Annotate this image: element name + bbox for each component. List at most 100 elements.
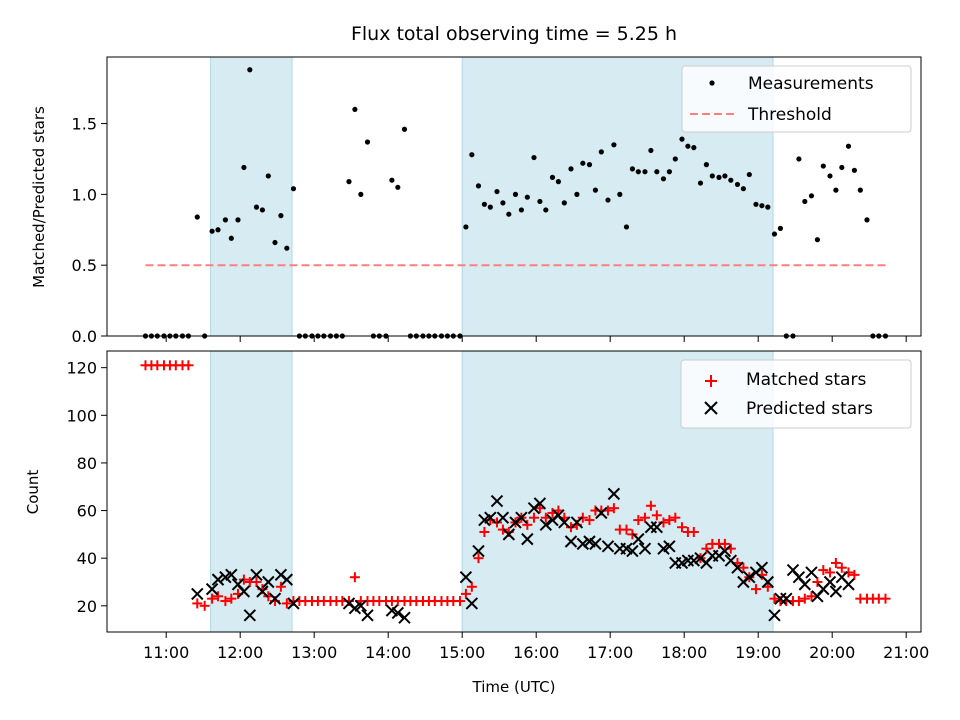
measurement-point — [845, 143, 852, 149]
matched-star-point — [701, 543, 712, 554]
matched-star-point — [275, 581, 286, 592]
matched-star-point — [528, 512, 539, 523]
top-legend-box — [681, 65, 912, 133]
matched-star-point — [880, 593, 891, 604]
top-axes-frame — [106, 56, 922, 337]
matched-star-point — [220, 596, 231, 607]
matched-star-point — [454, 596, 465, 607]
matched-star-point — [664, 515, 675, 526]
matched-star-point — [818, 565, 829, 576]
matched-star-point — [824, 567, 835, 578]
measurement-point — [660, 176, 667, 182]
measurement-point — [827, 173, 833, 179]
bottom-y-axis-label: Count — [24, 470, 42, 515]
predicted-star-point — [465, 597, 479, 610]
predicted-star-point — [731, 561, 744, 574]
shaded-interval — [210, 350, 293, 633]
measurement-point — [518, 207, 525, 213]
predicted-star-point — [191, 587, 204, 601]
matched-star-point — [676, 522, 687, 533]
measurement-point — [617, 191, 623, 197]
measurement-point — [586, 162, 593, 168]
measurement-point — [753, 201, 759, 207]
bottom-data-marks — [140, 360, 891, 624]
predicted-star-point — [823, 575, 837, 589]
legend-predicted-label: Predicted stars — [746, 399, 873, 419]
measurement-point — [265, 173, 271, 179]
predicted-star-point — [626, 544, 639, 558]
matched-star-point — [769, 593, 780, 604]
measurement-point — [857, 187, 863, 193]
x-tick-label: 17:00 — [587, 643, 633, 662]
measurement-point — [228, 235, 234, 241]
measurement-point — [209, 228, 215, 234]
predicted-star-point — [268, 592, 282, 605]
legend-matched-marker — [705, 375, 717, 387]
predicted-star-point — [490, 494, 504, 508]
measurement-point — [691, 145, 697, 151]
measurement-point — [802, 198, 808, 205]
matched-star-point — [608, 503, 619, 514]
predicted-star-point — [601, 540, 615, 553]
predicted-star-point — [484, 511, 497, 524]
matched-star-point — [192, 598, 203, 609]
predicted-star-point — [558, 516, 571, 529]
matched-star-point — [199, 600, 210, 611]
bottom-x-axis-label: Time (UTC) — [472, 678, 556, 696]
y-tick-label: 120 — [66, 359, 97, 378]
matched-star-point — [799, 593, 810, 604]
predicted-star-point — [521, 532, 534, 546]
legend-threshold-label: Threshold — [747, 105, 832, 125]
predicted-star-point — [761, 575, 775, 589]
matched-star-point — [281, 598, 292, 609]
measurement-point — [642, 169, 648, 175]
measurement-point — [598, 149, 604, 155]
top-data-marks — [142, 67, 889, 339]
measurement-point — [740, 186, 747, 192]
measurement-point — [648, 147, 654, 154]
top-chart-title: Flux total observing time = 5.25 h — [351, 23, 677, 45]
predicted-star-point — [780, 592, 793, 605]
measurement-point — [759, 203, 765, 209]
measurement-point — [222, 217, 228, 223]
matched-star-point — [849, 569, 860, 580]
x-tick-label: 15:00 — [439, 643, 485, 662]
predicted-star-point — [250, 568, 263, 582]
measurement-point — [463, 224, 469, 230]
measurement-point — [253, 204, 260, 210]
measurement-point — [259, 207, 265, 213]
measurement-point — [746, 171, 752, 178]
matched-star-point — [836, 562, 847, 573]
measurement-point — [851, 167, 858, 173]
measurement-point — [290, 186, 297, 192]
matched-star-point — [658, 517, 669, 528]
matched-star-point — [688, 526, 699, 537]
matched-star-point — [812, 576, 823, 587]
measurement-point — [512, 191, 519, 197]
matched-star-point — [213, 591, 223, 602]
matched-star-point — [473, 553, 484, 564]
shaded-interval — [210, 56, 293, 337]
legend-matched-label: Matched stars — [746, 370, 866, 390]
measurement-point — [247, 67, 253, 73]
matched-star-point — [843, 567, 854, 578]
predicted-star-point — [589, 537, 602, 551]
predicted-star-point — [361, 609, 374, 622]
matched-star-point — [584, 515, 595, 526]
x-tick-label: 11:00 — [143, 643, 189, 662]
predicted-star-point — [280, 573, 294, 586]
predicted-star-point — [632, 532, 645, 546]
predicted-star-point — [768, 609, 781, 622]
x-tick-label: 21:00 — [883, 643, 929, 662]
predicted-star-point — [576, 537, 590, 551]
matched-star-point — [553, 505, 564, 516]
predicted-star-point — [755, 561, 769, 574]
matched-star-point — [534, 503, 545, 514]
x-tick-label: 13:00 — [291, 643, 337, 662]
measurement-point — [580, 160, 586, 166]
predicted-star-point — [743, 571, 756, 584]
predicted-star-point — [564, 535, 578, 548]
measurement-point — [568, 166, 574, 172]
measurement-point — [537, 198, 543, 205]
